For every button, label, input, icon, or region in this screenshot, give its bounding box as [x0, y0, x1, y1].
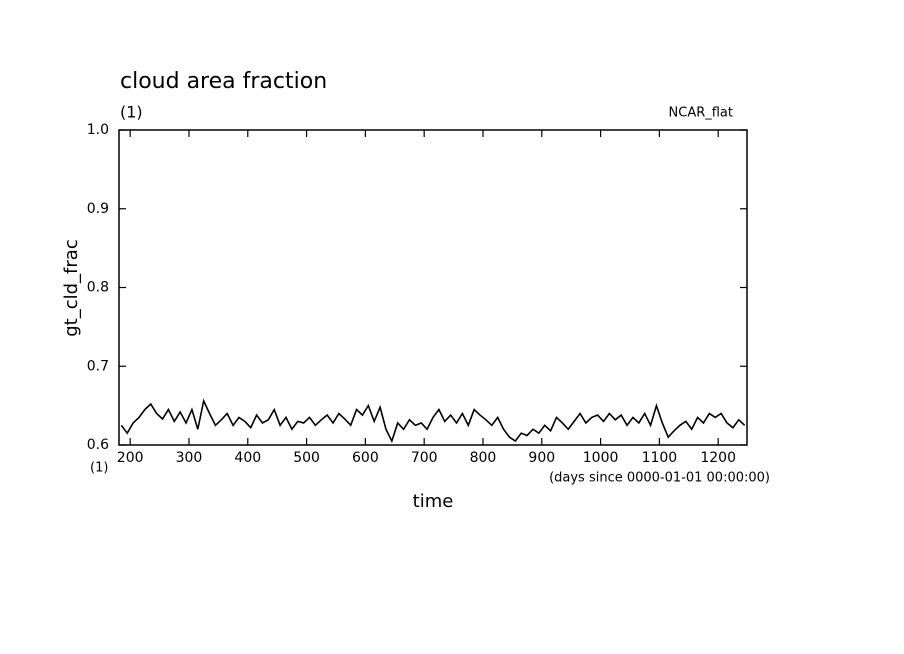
x-tick-label: 400 — [234, 450, 261, 466]
x-tick-label: 1200 — [700, 450, 736, 466]
y-tick-label: 0.7 — [87, 358, 109, 374]
x-axis-label: time — [413, 491, 454, 512]
y-axis-label: gt_cld_frac — [61, 239, 82, 336]
x-tick-label: 200 — [117, 450, 144, 466]
x-tick-label: 900 — [528, 450, 555, 466]
y-tick-label: 0.9 — [87, 201, 109, 217]
x-tick-label: 500 — [293, 450, 320, 466]
x-units-prefix: (1) — [90, 461, 108, 476]
y-tick-label: 0.8 — [87, 280, 109, 296]
x-tick-label: 300 — [176, 450, 203, 466]
y-tick-label: 1.0 — [87, 122, 109, 138]
x-tick-label: 600 — [352, 450, 379, 466]
data-line — [120, 398, 746, 444]
x-tick-label: 700 — [411, 450, 438, 466]
x-tick-label: 800 — [470, 450, 497, 466]
x-units: (days since 0000-01-01 00:00:00) — [549, 471, 770, 486]
y-tick-label: 0.6 — [87, 437, 109, 453]
chart-title: cloud area fraction — [120, 69, 327, 94]
annotation: NCAR_flat — [669, 106, 733, 121]
x-tick-label: 1000 — [583, 450, 619, 466]
units-label: (1) — [120, 103, 143, 122]
x-tick-label: 1100 — [642, 450, 678, 466]
